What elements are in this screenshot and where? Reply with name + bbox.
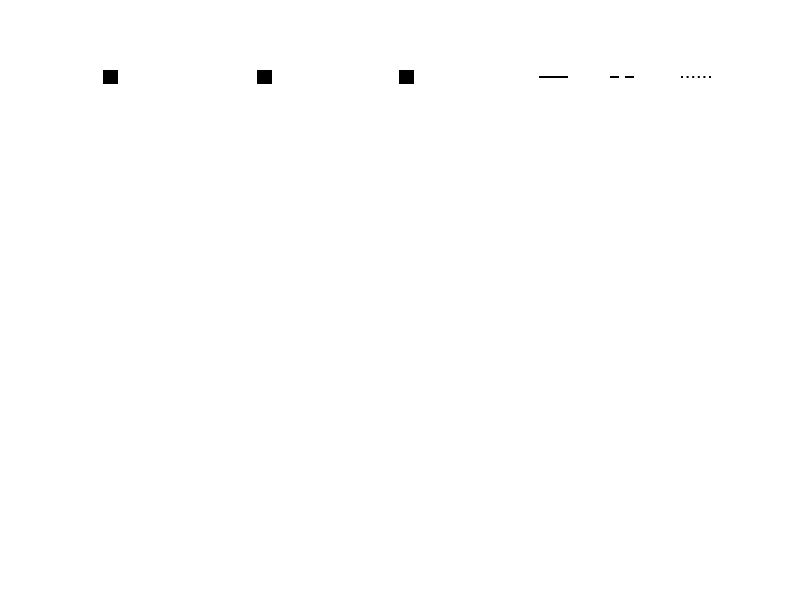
utilization-swatch-icon [257, 70, 272, 84]
surplus-swatch-icon [103, 70, 118, 84]
deficit-swatch-icon [399, 70, 414, 84]
legend [103, 70, 712, 84]
